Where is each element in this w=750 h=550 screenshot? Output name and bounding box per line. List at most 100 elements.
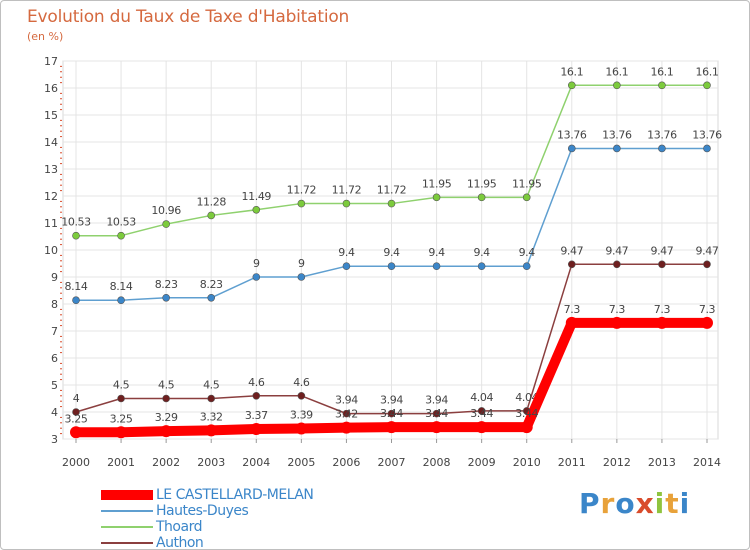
data-point xyxy=(295,422,308,435)
data-point xyxy=(385,421,398,434)
data-label: 11.72 xyxy=(287,184,317,197)
data-label: 9.4 xyxy=(338,246,355,259)
x-tick-label: 2014 xyxy=(693,456,721,469)
data-point xyxy=(477,407,486,415)
data-label: 3.32 xyxy=(200,410,223,423)
x-tick-label: 2012 xyxy=(603,456,631,469)
data-point xyxy=(567,260,576,269)
logo-letter: i xyxy=(654,487,666,520)
data-label: 13.76 xyxy=(692,128,722,141)
proxiti-logo: Proxiti xyxy=(579,487,690,520)
legend-swatch xyxy=(101,526,153,528)
legend-label: Thoard xyxy=(156,519,202,535)
data-label: 11.95 xyxy=(512,177,542,190)
data-point xyxy=(432,262,441,271)
data-label: 13.76 xyxy=(647,128,677,141)
data-label: 11.95 xyxy=(422,177,452,190)
chart-title: Evolution du Taux de Taxe d'Habitation xyxy=(27,7,350,27)
data-label: 9 xyxy=(253,257,260,270)
data-point xyxy=(658,260,666,269)
data-label: 9.4 xyxy=(383,246,400,259)
data-label: 9.47 xyxy=(650,244,673,257)
data-point xyxy=(252,273,261,281)
data-point xyxy=(703,260,711,269)
data-label: 8.14 xyxy=(65,280,88,293)
x-tick-label: 2004 xyxy=(242,456,270,469)
x-tick-label: 2009 xyxy=(468,456,496,469)
data-point xyxy=(522,262,531,271)
data-label: 3.29 xyxy=(155,411,178,424)
y-tick-label: 3 xyxy=(51,433,58,446)
data-point xyxy=(475,421,488,434)
y-tick-label: 17 xyxy=(44,55,58,68)
data-label: 3.37 xyxy=(245,409,268,422)
data-point xyxy=(342,262,351,271)
legend-label: LE CASTELLARD-MELAN xyxy=(156,487,314,503)
data-label: 4.6 xyxy=(248,376,265,389)
data-point xyxy=(432,193,441,202)
data-point xyxy=(342,409,351,418)
data-point xyxy=(117,394,125,403)
logo-letter: i xyxy=(679,487,691,520)
data-point xyxy=(162,394,170,403)
data-point xyxy=(115,426,128,439)
data-point xyxy=(207,394,216,403)
legend-label: Authon xyxy=(156,535,204,550)
data-label: 16.1 xyxy=(560,65,583,78)
logo-letter: P xyxy=(579,487,601,520)
data-label: 7.3 xyxy=(609,303,626,316)
data-label: 9.4 xyxy=(473,246,490,259)
x-tick-label: 2003 xyxy=(197,456,225,469)
y-tick-label: 6 xyxy=(51,352,58,365)
data-label: 11.95 xyxy=(467,177,497,190)
y-tick-label: 7 xyxy=(51,325,58,338)
data-point xyxy=(72,231,80,240)
y-tick-label: 12 xyxy=(44,190,58,203)
data-point xyxy=(387,199,396,208)
data-label: 4.5 xyxy=(158,379,175,392)
data-point xyxy=(70,426,82,439)
data-label: 3.44 xyxy=(515,407,538,420)
data-label: 8.14 xyxy=(110,280,133,293)
data-label: 3.94 xyxy=(425,394,448,407)
data-point xyxy=(117,231,125,240)
data-label: 7.3 xyxy=(564,303,581,316)
data-label: 16.1 xyxy=(650,65,673,78)
data-point xyxy=(342,199,351,208)
data-point xyxy=(250,423,263,436)
data-label: 8.23 xyxy=(155,278,178,291)
data-label: 8.23 xyxy=(200,278,223,291)
data-label: 7.3 xyxy=(654,303,671,316)
data-point xyxy=(613,81,621,90)
x-tick-label: 2010 xyxy=(513,456,541,469)
x-tick-label: 2002 xyxy=(152,456,180,469)
y-tick-label: 16 xyxy=(44,82,58,95)
data-point xyxy=(72,296,80,305)
y-tick-label: 13 xyxy=(44,163,58,176)
y-tick-label: 11 xyxy=(44,217,58,230)
y-tick-label: 8 xyxy=(51,298,58,311)
data-label: 10.53 xyxy=(61,216,91,229)
data-point xyxy=(117,296,125,305)
data-point xyxy=(340,421,353,434)
data-label: 3.44 xyxy=(470,407,493,420)
y-tick-label: 14 xyxy=(44,136,58,149)
x-tick-label: 2005 xyxy=(287,456,315,469)
data-point xyxy=(703,81,711,90)
data-point xyxy=(160,425,173,438)
y-tick-label: 10 xyxy=(44,244,58,257)
data-label: 9.47 xyxy=(696,244,719,257)
data-point xyxy=(72,408,80,416)
data-point xyxy=(252,391,261,400)
chart-subtitle: (en %) xyxy=(27,30,64,43)
data-point xyxy=(567,81,576,90)
legend-label: Hautes-Duyes xyxy=(156,503,249,519)
x-tick-label: 2000 xyxy=(62,456,90,469)
data-point xyxy=(430,421,443,434)
data-label: 11.72 xyxy=(377,184,407,197)
data-point xyxy=(162,293,170,302)
x-tick-label: 2013 xyxy=(648,456,676,469)
data-label: 4 xyxy=(73,392,80,405)
data-label: 9.47 xyxy=(560,244,583,257)
logo-letter: o xyxy=(615,487,636,520)
